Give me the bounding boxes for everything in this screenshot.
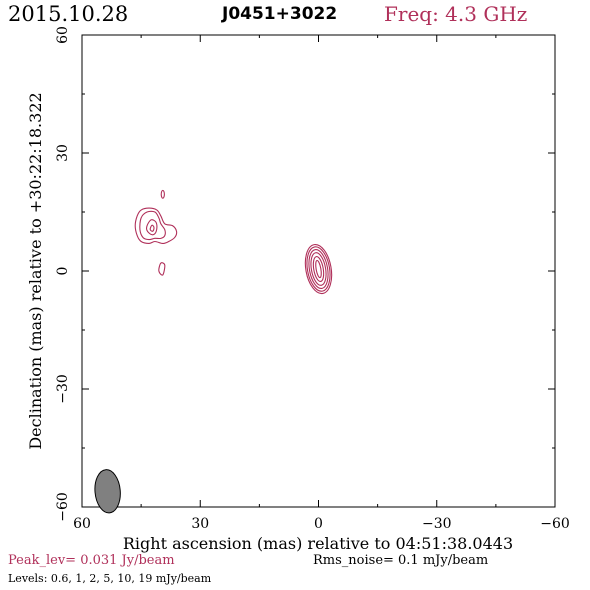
frequency-label: Freq: 4.3 GHz [384, 2, 528, 26]
component-core [304, 243, 333, 295]
source-name: J0451+3022 [222, 4, 338, 24]
contours [134, 189, 333, 295]
axis-ticks [81, 34, 556, 508]
x-tick-label: 30 [191, 516, 209, 532]
x-tick-label: −60 [540, 516, 570, 532]
contour-line [308, 249, 329, 290]
y-tick-labels: −60 −30 0 30 60 [55, 26, 71, 522]
contour-line [315, 259, 322, 279]
contour-levels: Levels: 0.6, 1, 2, 5, 10, 19 mJy/beam [8, 572, 212, 585]
contour-line [134, 207, 178, 245]
plot-frame [81, 34, 556, 508]
contour-line [160, 189, 165, 199]
component-faint-tail [158, 262, 166, 276]
map-date: 2015.10.28 [8, 2, 129, 26]
contour-line [310, 252, 327, 286]
peak-level: Peak_lev= 0.031 Jy/beam [8, 553, 175, 568]
contour-line [306, 246, 331, 292]
y-tick-label: 0 [55, 267, 71, 276]
x-tick-label: −30 [422, 516, 452, 532]
y-tick-label: 60 [55, 26, 71, 44]
contour-line [145, 219, 158, 236]
contour-line [139, 210, 166, 241]
beam [94, 469, 121, 514]
x-tick-label: 60 [73, 516, 91, 532]
x-axis-label: Right ascension (mas) relative to 04:51:… [123, 534, 513, 553]
beam-ellipse [94, 469, 121, 514]
rms-noise: Rms_noise= 0.1 mJy/beam [313, 553, 489, 568]
x-tick-label: 0 [314, 516, 323, 532]
component-faint-blob [160, 189, 165, 199]
y-axis-label: Declination (mas) relative to +30:22:18.… [26, 92, 45, 449]
y-tick-label: 30 [55, 144, 71, 162]
y-tick-label: −60 [55, 492, 71, 522]
contour-line [312, 256, 325, 283]
contour-line [158, 262, 166, 276]
contour-line [149, 224, 155, 232]
y-tick-label: −30 [55, 374, 71, 404]
x-tick-labels: 60 30 0 −30 −60 [73, 516, 570, 532]
component-jet-knot [134, 207, 178, 245]
contour-line [304, 243, 333, 295]
